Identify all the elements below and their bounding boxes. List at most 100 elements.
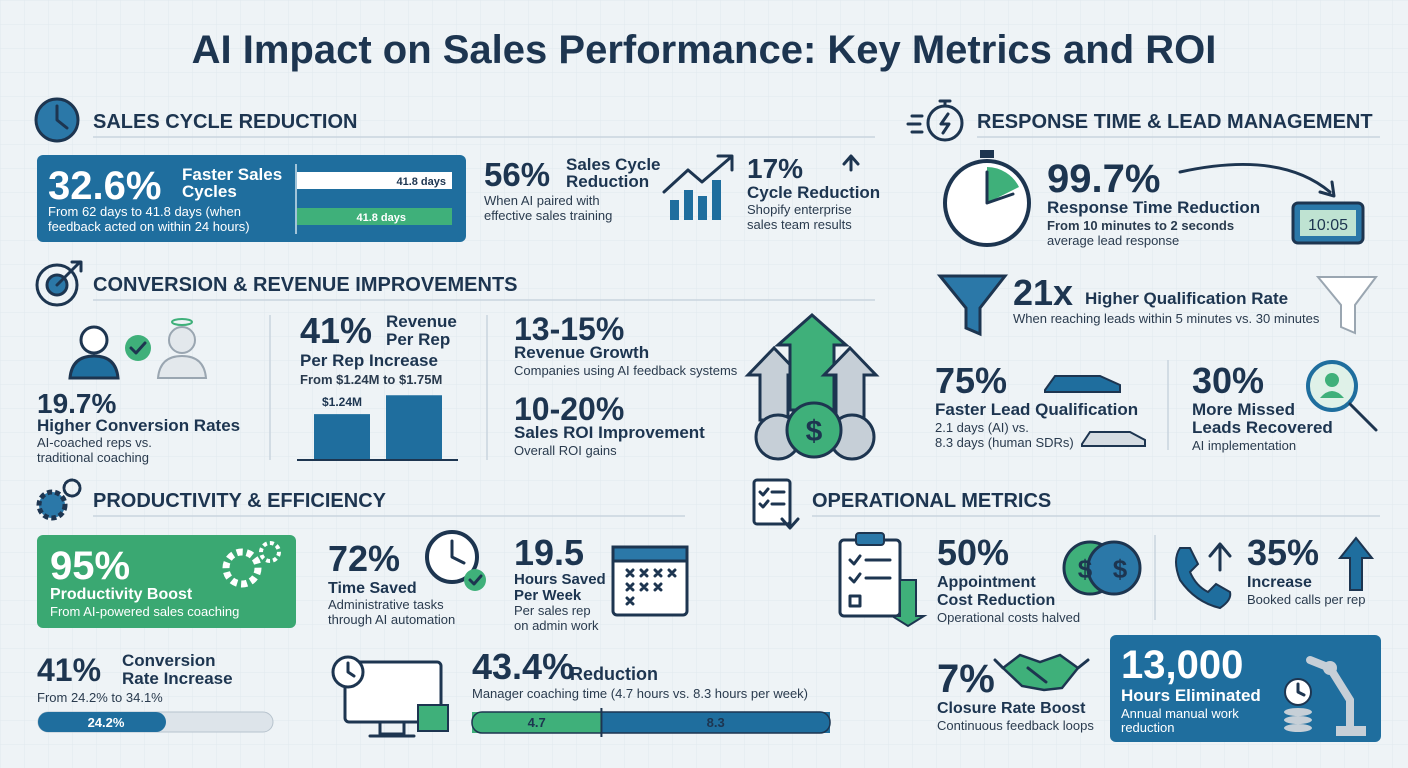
- coin-icon: $ $: [1062, 540, 1142, 596]
- metric-note: AI implementation: [1192, 438, 1296, 453]
- gear-icon: [36, 489, 68, 521]
- svg-text:$: $: [1113, 554, 1128, 584]
- gear-icon: [62, 478, 82, 498]
- metric-label: Reduction: [570, 664, 658, 684]
- bar-label: 41.8 days: [396, 176, 446, 188]
- metric-note: sales team results: [747, 217, 852, 232]
- metric-label: Cost Reduction: [937, 592, 1055, 609]
- metric-note: on admin work: [514, 618, 599, 633]
- metric-note: reduction: [1121, 720, 1174, 735]
- metric-value: 10-20%: [514, 391, 624, 427]
- metric-note: Overall ROI gains: [514, 443, 617, 458]
- clipboard-icon: [838, 532, 928, 628]
- growth-arrows-icon: $: [744, 312, 880, 461]
- metric-note: Administrative tasks: [328, 597, 444, 612]
- up-arrow: [1208, 542, 1232, 572]
- metric-note: 2.1 days (AI) vs.: [935, 420, 1029, 435]
- metric-note: Operational costs halved: [937, 610, 1080, 625]
- metric-label: Closure Rate Boost: [937, 700, 1086, 717]
- metric-label: Leads Recovered: [1192, 418, 1333, 437]
- monitor-icon: [331, 655, 449, 738]
- operational-section: OPERATIONAL METRICS 50% Appointment Cost…: [752, 478, 1381, 742]
- metric-label: Hours Saved: [514, 571, 606, 588]
- split-label: 4.7: [528, 715, 546, 730]
- split-segment: [601, 712, 830, 733]
- metric-value: 50%: [937, 532, 1009, 573]
- metric-note: 8.3 days (human SDRs): [935, 435, 1074, 450]
- svg-text:$: $: [1078, 554, 1093, 584]
- productivity-section: PRODUCTIVITY & EFFICIENCY 95% Productivi…: [36, 478, 831, 738]
- revenue-bars: $1.24M: [314, 395, 442, 460]
- metric-value: 95%: [50, 544, 130, 588]
- metric-value: 19.7%: [37, 388, 116, 419]
- metric-label: Faster Sales: [182, 165, 282, 184]
- metric-note: Shopify enterprise: [747, 202, 852, 217]
- person-icon: [1320, 391, 1344, 398]
- metric-note: Annual manual work: [1121, 706, 1239, 721]
- stopwatch-icon: [938, 99, 952, 135]
- metric-value: 99.7%: [1047, 157, 1160, 201]
- metric-note: From 24.2% to 34.1%: [37, 690, 163, 705]
- metric-value: 13,000: [1121, 643, 1243, 687]
- clock-hands: [450, 539, 466, 565]
- metric-label: Productivity Boost: [50, 586, 193, 603]
- metric-note: Manager coaching time (4.7 hours vs. 8.3…: [472, 686, 808, 701]
- metric-label: Revenue: [386, 312, 457, 331]
- robot-arm-icon: [1284, 656, 1366, 736]
- page-title: AI Impact on Sales Performance: Key Metr…: [192, 28, 1217, 72]
- people-icon: [68, 318, 208, 380]
- metric-value: 32.6%: [48, 164, 161, 208]
- metric-label: Higher Qualification Rate: [1085, 289, 1288, 308]
- split-label: 8.3: [707, 715, 725, 730]
- metric-label: Sales Cycle: [566, 155, 661, 174]
- section-heading: OPERATIONAL METRICS: [812, 490, 1051, 512]
- phone-icon: [1175, 547, 1232, 610]
- progress-fill: [38, 712, 166, 732]
- arrow: [1318, 180, 1336, 198]
- clock-screen: [1300, 210, 1356, 236]
- metric-note: AI-coached reps vs.: [37, 435, 152, 450]
- metric-label: Cycle Reduction: [747, 183, 880, 202]
- funnel-icon: [936, 274, 1009, 337]
- revenue-bar: [386, 395, 442, 460]
- metric-value: 56%: [484, 156, 550, 193]
- speed-lines: [906, 114, 924, 134]
- metric-label: Time Saved: [328, 580, 417, 597]
- metric-label: Increase: [1247, 574, 1312, 591]
- revenue-bar: [314, 414, 370, 460]
- car-icon: [1044, 375, 1121, 393]
- metric-label: Cycles: [182, 182, 237, 201]
- metric-value: 43.4%: [472, 646, 574, 687]
- metric-note: Booked calls per rep: [1247, 592, 1366, 607]
- metric-note: When AI paired with: [484, 193, 600, 208]
- growth-chart-icon: [662, 154, 734, 220]
- metric-label: More Missed: [1192, 400, 1295, 419]
- metric-value: 35%: [1247, 532, 1319, 573]
- metric-value: 75%: [935, 360, 1007, 401]
- metric-value: 41%: [300, 310, 372, 351]
- split-segment: [472, 712, 602, 733]
- gear-icon: [222, 548, 262, 588]
- metric-label: Rate Increase: [122, 669, 233, 688]
- section-heading: RESPONSE TIME & LEAD MANAGEMENT: [977, 111, 1373, 133]
- check-icon: [468, 574, 483, 586]
- up-arrow: [842, 154, 860, 172]
- bar-label: $1.24M: [322, 395, 362, 409]
- metric-note: Continuous feedback loops: [937, 718, 1094, 733]
- split-outline: [471, 711, 831, 734]
- clock-label: 10:05: [1308, 217, 1348, 234]
- metric-label: Conversion: [122, 651, 216, 670]
- metric-value: 21x: [1013, 272, 1073, 313]
- after-bar: [297, 208, 452, 225]
- metric-label: Per Rep Increase: [300, 351, 438, 370]
- metric-value: 19.5: [514, 532, 584, 573]
- gear-icon: [259, 541, 281, 563]
- check-icon: [464, 569, 486, 591]
- coaching-split-bar: 4.7 8.3: [471, 708, 831, 737]
- metric-note: feedback acted on within 24 hours): [48, 219, 250, 234]
- metric-note: From 62 days to 41.8 days (when: [48, 204, 241, 219]
- section-heading: PRODUCTIVITY & EFFICIENCY: [93, 490, 387, 512]
- stopwatch-icon: [943, 150, 1031, 247]
- metric-label: Reduction: [566, 172, 649, 191]
